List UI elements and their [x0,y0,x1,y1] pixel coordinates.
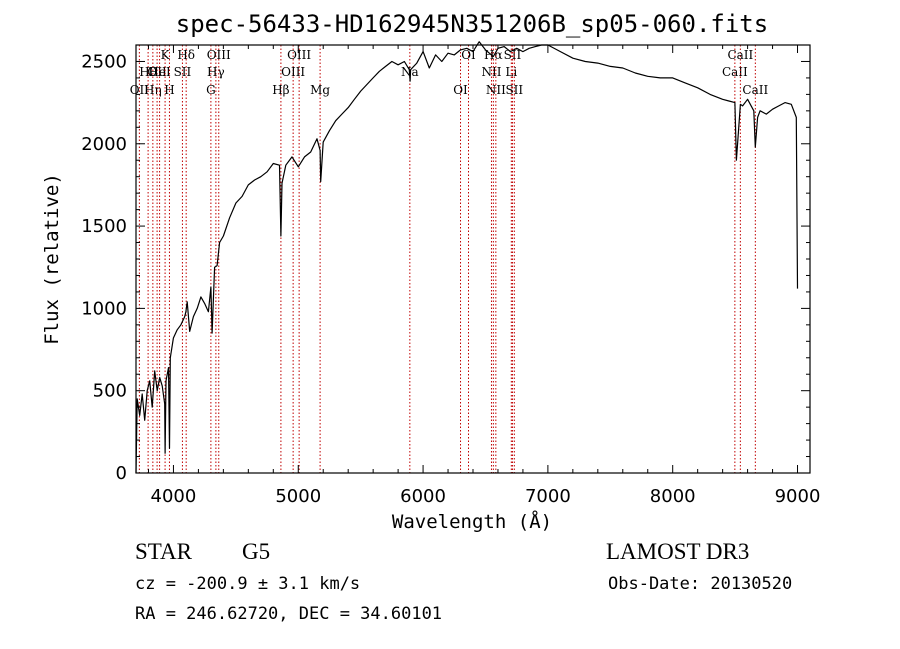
line-marker-label: CaII [727,48,753,62]
object-subclass: G5 [242,539,271,564]
observation-date: Obs-Date: 20130520 [608,574,793,594]
x-tick-label: 8000 [650,486,696,507]
y-tick-label: 2500 [81,51,127,72]
y-axis: 0 500 1000 1500 2000 2500 [81,44,810,484]
object-class: STAR [135,539,192,564]
y-tick-label: 1000 [81,298,127,319]
y-tick-label: 0 [116,463,127,484]
redshift-velocity: cz = -200.9 ± 3.1 km/s [135,574,361,594]
line-marker-label: NII [486,83,506,97]
y-tick-label: 1500 [81,216,127,237]
line-marker-label: Hβ [272,83,289,97]
line-marker-label: OI [453,83,468,97]
survey-name: LAMOST DR3 [606,539,750,564]
line-marker-label: Hθ [139,65,157,79]
x-tick-label: 7000 [525,486,571,507]
line-marker-label: Hη [144,83,162,97]
line-marker-label: SII [504,48,522,62]
x-tick-label: 4000 [151,486,197,507]
chart-title: spec-56433-HD162945N351206B_sp05-060.fit… [176,10,768,38]
line-marker-layer: OIIHθHηOIIHeIKHSIIHδGHγOIIIHβOIIIOIIIMgN… [130,45,768,473]
line-marker-label: Hγ [207,65,225,79]
y-tick-label: 500 [93,381,127,402]
line-marker-label: CaII [742,83,768,97]
line-marker-label: NII [481,65,501,79]
line-marker-label: SII [505,83,523,97]
line-marker-label: HeI [148,65,171,79]
x-tick-label: 6000 [400,486,446,507]
x-axis: 4000 5000 6000 7000 8000 9000 [147,45,821,507]
line-marker-label: K [161,48,171,62]
spectrum-line [135,41,799,474]
x-axis-label: Wavelength (Å) [392,510,552,533]
line-marker-label: OIII [281,65,305,79]
line-marker-label: G [206,83,216,97]
x-tick-label: 5000 [275,486,321,507]
y-tick-label: 2000 [81,134,127,155]
line-marker-label: Mg [310,83,330,97]
line-marker-label: OIII [287,48,311,62]
line-marker-label: OII [130,83,150,97]
x-tick-label: 9000 [775,486,821,507]
line-marker-label: OII [147,65,167,79]
line-marker-label: OIII [207,48,231,62]
line-marker-label: Hδ [177,48,195,62]
plot-frame [135,44,811,474]
line-marker-label: Li [505,65,517,79]
y-axis-label: Flux (relative) [41,173,63,345]
line-marker-label: Hα [484,48,503,62]
line-marker-label: CaII [722,65,748,79]
line-marker-label: H [164,83,174,97]
line-marker-label: SII [174,65,192,79]
coordinates: RA = 246.62720, DEC = 34.60101 [135,604,443,624]
